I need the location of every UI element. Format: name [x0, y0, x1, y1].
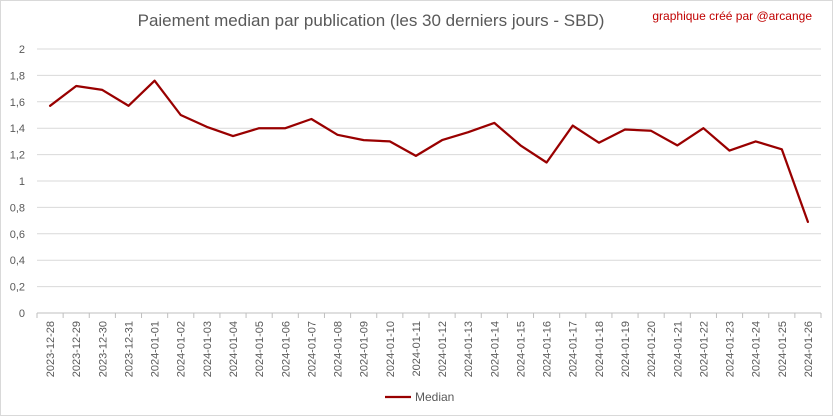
y-tick-label: 0,8 [10, 202, 25, 214]
legend-label: Median [415, 390, 454, 404]
x-tick-label: 2024-01-09 [359, 321, 371, 377]
x-tick-label: 2024-01-21 [672, 321, 684, 377]
series-line-median [48, 79, 810, 224]
x-tick-label: 2024-01-04 [228, 321, 240, 377]
chart-credit: graphique créé par @arcange [652, 9, 812, 23]
x-tick-label: 2024-01-11 [411, 321, 423, 376]
y-tick-label: 1,8 [10, 70, 25, 82]
x-tick-label: 2024-01-22 [698, 321, 710, 377]
x-tick-label: 2024-01-03 [202, 321, 214, 377]
x-tick-label: 2024-01-20 [646, 321, 658, 377]
x-tick-label: 2024-01-23 [725, 321, 737, 377]
x-tick-label: 2024-01-02 [176, 321, 188, 377]
x-tick-label: 2024-01-06 [280, 321, 292, 377]
x-tick-label: 2024-01-07 [306, 321, 318, 377]
x-tick-label: 2024-01-19 [620, 321, 632, 377]
x-tick-label: 2024-01-25 [777, 321, 789, 377]
y-tick-label: 0,6 [10, 229, 25, 241]
y-tick-label: 0,4 [10, 255, 25, 267]
x-tick-label: 2023-12-31 [123, 321, 135, 377]
y-tick-label: 1,2 [10, 150, 25, 162]
x-tick-label: 2024-01-17 [568, 321, 580, 377]
x-tick-label: 2024-01-12 [437, 321, 449, 377]
y-tick-label: 1 [19, 176, 25, 188]
x-tick-label: 2024-01-15 [515, 321, 527, 377]
x-tick-label: 2024-01-01 [150, 321, 162, 377]
x-tick-label: 2024-01-24 [751, 321, 763, 377]
x-tick-label: 2024-01-13 [463, 321, 475, 377]
x-tick-label: 2024-01-10 [385, 321, 397, 377]
x-tick-label: 2024-01-18 [594, 321, 606, 377]
x-tick-label: 2024-01-08 [333, 321, 345, 377]
x-tick-label: 2023-12-28 [45, 321, 57, 377]
y-tick-label: 0 [19, 308, 25, 320]
x-tick-label: 2023-12-29 [71, 321, 83, 377]
x-tick-label: 2023-12-30 [97, 321, 109, 377]
y-tick-label: 1,4 [10, 123, 25, 135]
y-tick-label: 0,2 [10, 282, 25, 294]
chart-title: Paiement median par publication (les 30 … [137, 11, 605, 30]
y-tick-label: 1,6 [10, 97, 25, 109]
x-tick-label: 2024-01-05 [254, 321, 266, 377]
x-tick-label: 2024-01-16 [542, 321, 554, 377]
y-tick-label: 2 [19, 44, 25, 56]
x-tick-label: 2024-01-14 [489, 321, 501, 377]
x-tick-label: 2024-01-26 [803, 321, 815, 377]
